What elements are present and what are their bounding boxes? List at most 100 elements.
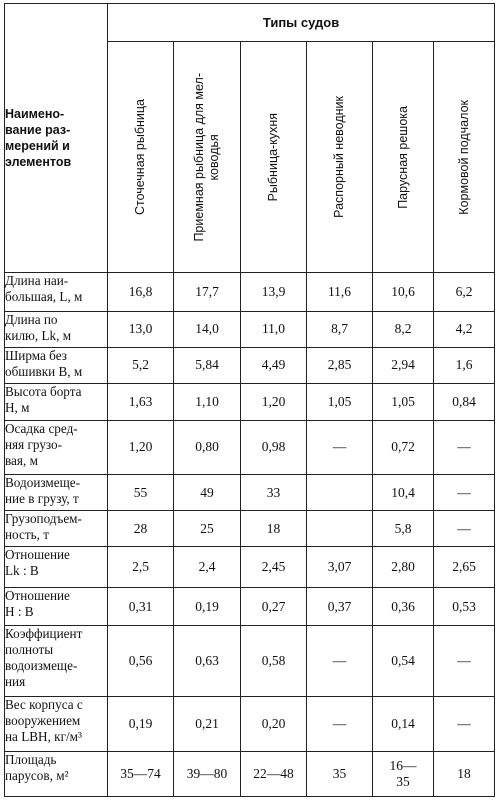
table-cell: —: [432, 474, 496, 512]
table-cell: 13,9: [240, 272, 307, 312]
column-header-text: Распорный неводник: [332, 96, 346, 218]
row-label: Длина наи- большая, L, м: [4, 272, 108, 312]
table-cell: [306, 474, 373, 512]
table-row: Грузоподъем- ность, т 28 25 18 5,8—: [4, 510, 496, 548]
table-cell: 0,37: [306, 587, 373, 627]
table-row: Площадь парусов, м² 35—74 39—80 22—48 35 16— …: [4, 750, 496, 798]
table-cell: 13,0: [107, 311, 174, 348]
row-label: Высота борта H, м: [4, 382, 108, 421]
corner-header-text: Наимено- вание раз- мерений и элементов: [5, 107, 72, 169]
table-row: Ширма без обшивки B, м 5,2 5,84 4,49 2,85 2,9…: [4, 346, 496, 384]
table-cell: 25: [173, 510, 241, 548]
table-cell: 1,10: [173, 382, 241, 421]
table-cell: —: [432, 695, 496, 752]
table-cell: 2,4: [173, 546, 241, 589]
row-label: Грузоподъем- ность, т: [4, 510, 108, 548]
table-cell: 6,2: [432, 272, 496, 312]
table-cell: —: [306, 695, 373, 752]
table-cell: —: [306, 419, 373, 476]
table-cell: 2,94: [372, 346, 434, 384]
table-row: Длина наи- большая, L, м 16,8 17,7 13,9 11,6…: [4, 272, 496, 312]
table-cell: 39—80: [173, 750, 241, 798]
column-header-row: Сточечная рыбница Приемная рыбница для ме…: [5, 41, 496, 273]
table-cell: 8,2: [372, 311, 434, 348]
row-label: Ширма без обшивки B, м: [4, 346, 108, 384]
table-cell: 1,20: [107, 419, 174, 476]
table-cell: 0,54: [372, 625, 434, 697]
column-header-text: Рыбница-кухня: [266, 112, 280, 202]
table-cell: 35: [306, 750, 373, 798]
table-cell: 0,27: [240, 587, 307, 627]
table-cell: 0,53: [432, 587, 496, 627]
column-header-text: Парусная решока: [395, 105, 410, 209]
column-header: Сточечная рыбница: [107, 41, 174, 273]
table-cell: 10,4: [372, 474, 434, 512]
table-cell: 0,63: [173, 625, 241, 697]
column-header-text: Кормовой подчалок: [456, 99, 471, 215]
table-row: Длина по килю, Lk, м 13,0 14,0 11,0 8,7 8,2 4,…: [4, 311, 496, 348]
table-cell: 2,5: [107, 546, 174, 589]
table-cell: —: [432, 625, 496, 697]
row-label: Площадь парусов, м²: [4, 750, 108, 798]
table-cell: 0,36: [372, 587, 434, 627]
table-cell: 3,07: [306, 546, 373, 589]
table-cell: 1,20: [240, 382, 307, 421]
table-cell: 16— 35: [372, 750, 434, 798]
table-cell: 4,49: [240, 346, 307, 384]
table-cell: 11,0: [240, 311, 307, 348]
table-row: Высота борта H, м 1,63 1,10 1,20 1,05 1,05 0,8…: [4, 382, 496, 421]
vessel-types-table: Наимено- вание раз- мерений и элементов …: [4, 3, 496, 798]
table-row: Осадка сред- няя грузо- вая, м 1,20 0,80 0,…: [4, 419, 496, 476]
table-row: Водоизмеще- ние в грузу, т 55 49 33 10,4—: [4, 474, 496, 512]
row-label: Коэффициент полноты водоизмеще- ния: [4, 625, 108, 697]
column-header-text: Приемная рыбница для мел- ководья: [192, 72, 221, 242]
table-cell: 16,8: [107, 272, 174, 312]
table-cell: 0,14: [372, 695, 434, 752]
row-label: Вес корпуса с вооружением на LBH, кг/м³: [4, 695, 108, 752]
table-cell: 2,45: [240, 546, 307, 589]
column-header: Приемная рыбница для мел- ководья: [173, 41, 241, 273]
table-cell: 4,2: [432, 311, 496, 348]
table-cell: 1,6: [432, 346, 496, 384]
table-cell: 22—48: [240, 750, 307, 798]
group-header-row: Наимено- вание раз- мерений и элементов …: [4, 3, 496, 273]
column-header: Рыбница-кухня: [240, 41, 307, 273]
column-header: Парусная решока: [372, 41, 434, 273]
table-cell: 0,98: [240, 419, 307, 476]
table-cell: 0,58: [240, 625, 307, 697]
table-cell: 5,2: [107, 346, 174, 384]
table-cell: 1,05: [372, 382, 434, 421]
table-row: Вес корпуса с вооружением на LBH, кг/м³ 0…: [4, 695, 496, 752]
row-label: Длина по килю, Lk, м: [4, 311, 108, 348]
table-cell: 2,65: [432, 546, 496, 589]
corner-header: Наимено- вание раз- мерений и элементов: [4, 3, 108, 273]
table-cell: 55: [107, 474, 174, 512]
table-cell: 0,19: [107, 695, 174, 752]
column-header: Распорный неводник: [306, 41, 373, 273]
group-header: Типы судов: [106, 3, 496, 42]
table-body: Длина наи- большая, L, м 16,8 17,7 13,9 11,6…: [4, 272, 496, 798]
table-cell: 5,84: [173, 346, 241, 384]
row-label: Водоизмеще- ние в грузу, т: [4, 474, 108, 512]
row-label: Отношение H : B: [4, 587, 108, 627]
table-cell: 0,31: [107, 587, 174, 627]
table-cell: 33: [240, 474, 307, 512]
table-cell: 18: [240, 510, 307, 548]
table-row: Отношение Lk : B 2,5 2,4 2,45 3,07 2,80 2,65: [4, 546, 496, 589]
row-label: Осадка сред- няя грузо- вая, м: [4, 419, 108, 476]
row-label: Отношение Lk : B: [4, 546, 108, 589]
column-header-text: Сточечная рыбница: [133, 98, 147, 216]
table-cell: 0,20: [240, 695, 307, 752]
table-cell: 14,0: [173, 311, 241, 348]
table-cell: 2,80: [372, 546, 434, 589]
table-cell: 0,84: [432, 382, 496, 421]
table-row: Отношение H : B 0,31 0,19 0,27 0,37 0,36 0,53: [4, 587, 496, 627]
table-cell: 18: [432, 750, 496, 798]
table-cell: 2,85: [306, 346, 373, 384]
table-cell: [306, 510, 373, 548]
table-cell: 10,6: [372, 272, 434, 312]
table-cell: 0,56: [107, 625, 174, 697]
table-cell: 49: [173, 474, 241, 512]
table-cell: —: [306, 625, 373, 697]
table-cell: 0,72: [372, 419, 434, 476]
